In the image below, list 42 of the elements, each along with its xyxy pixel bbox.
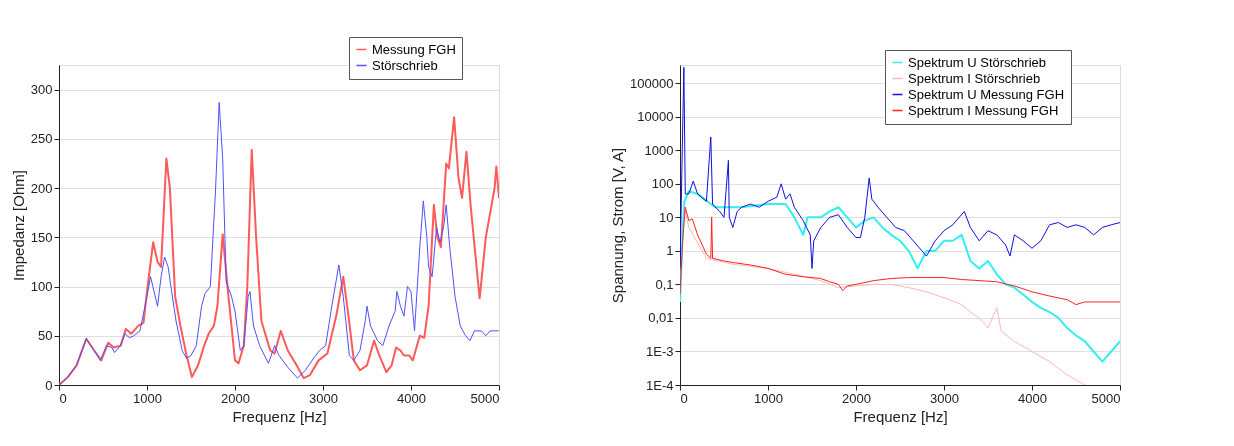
y-tick-label: 250 bbox=[30, 131, 53, 147]
x-axis-title: Frequenz [Hz] bbox=[232, 407, 327, 425]
legend-label: Spektrum U Messung FGH bbox=[908, 86, 1065, 102]
y-tick-label: 100000 bbox=[630, 75, 674, 91]
legend-label: Messung FGH bbox=[372, 41, 456, 57]
y-axis-title: Spannung, Strom [V, A] bbox=[609, 147, 627, 304]
y-tick-label: 50 bbox=[38, 328, 53, 344]
x-tick-label: 2000 bbox=[221, 390, 250, 406]
y-tick-label: 1000 bbox=[644, 142, 674, 158]
x-tick-label: 5000 bbox=[1091, 390, 1121, 406]
x-tick-label: 4000 bbox=[397, 390, 426, 406]
y-tick-label: 10000 bbox=[637, 109, 674, 125]
x-axis-title: Frequenz [Hz] bbox=[853, 407, 948, 425]
x-tick-label: 2000 bbox=[842, 390, 871, 406]
y-tick-label: 10 bbox=[659, 209, 674, 225]
y-tick-label: 1E-3 bbox=[646, 343, 674, 359]
legend-label: Spektrum U Störschrieb bbox=[908, 54, 1046, 70]
y-tick-label: 0,01 bbox=[648, 310, 674, 326]
x-tick-label: 5000 bbox=[470, 390, 500, 406]
y-tick-label: 300 bbox=[30, 82, 53, 98]
line-series bbox=[683, 206, 1086, 385]
line-series bbox=[680, 206, 1120, 306]
y-tick-label: 100 bbox=[30, 279, 53, 295]
y-tick-label: 0,1 bbox=[655, 276, 674, 292]
legend-label: Spektrum I Störschrieb bbox=[908, 70, 1041, 86]
x-tick-label: 1000 bbox=[133, 390, 162, 406]
x-tick-label: 0 bbox=[680, 390, 688, 406]
y-tick-label: 200 bbox=[30, 180, 53, 196]
y-tick-label: 1 bbox=[666, 243, 674, 259]
y-tick-label: 100 bbox=[651, 176, 674, 192]
y-tick-label: 0 bbox=[45, 377, 53, 393]
x-tick-label: 3000 bbox=[309, 390, 338, 406]
x-tick-label: 1000 bbox=[754, 390, 783, 406]
x-tick-label: 3000 bbox=[930, 390, 959, 406]
legend-label: Störschrieb bbox=[372, 57, 438, 73]
y-tick-label: 1E-4 bbox=[646, 377, 674, 393]
line-series bbox=[680, 190, 1120, 363]
y-tick-label: 150 bbox=[30, 229, 53, 245]
x-tick-label: 4000 bbox=[1018, 390, 1047, 406]
y-axis-title: Impedanz [Ohm] bbox=[9, 170, 27, 281]
legend-label: Spektrum I Messung FGH bbox=[908, 102, 1059, 118]
x-tick-label: 0 bbox=[59, 390, 67, 406]
